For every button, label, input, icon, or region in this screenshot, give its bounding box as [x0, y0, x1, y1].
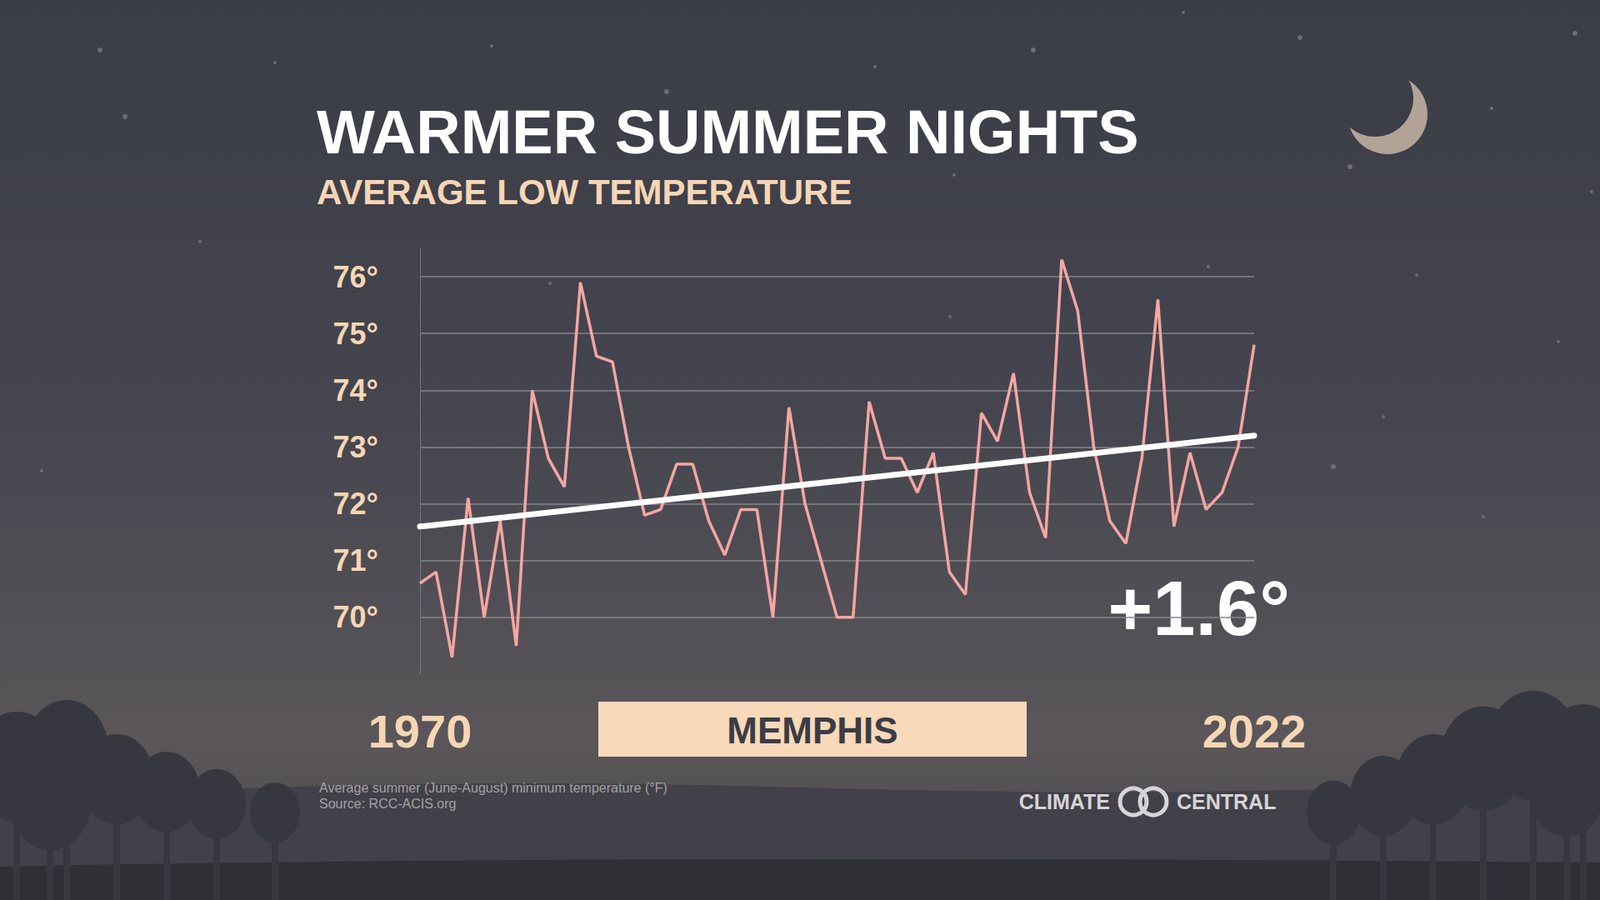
svg-text:MEMPHIS: MEMPHIS	[726, 710, 898, 751]
svg-text:71°: 71°	[333, 543, 379, 578]
svg-text:Source: RCC-ACIS.org: Source: RCC-ACIS.org	[319, 796, 457, 811]
svg-text:72°: 72°	[333, 486, 379, 521]
svg-text:75°: 75°	[333, 316, 379, 351]
svg-text:76°: 76°	[333, 260, 379, 295]
svg-text:74°: 74°	[333, 373, 379, 408]
svg-text:WARMER SUMMER NIGHTS: WARMER SUMMER NIGHTS	[316, 97, 1140, 167]
svg-text:1970: 1970	[368, 705, 473, 758]
svg-text:AVERAGE LOW TEMPERATURE: AVERAGE LOW TEMPERATURE	[316, 172, 852, 212]
svg-text:73°: 73°	[333, 430, 379, 465]
svg-text:CENTRAL: CENTRAL	[1176, 790, 1276, 814]
svg-text:2022: 2022	[1202, 705, 1307, 758]
svg-text:Average summer (June-August) m: Average summer (June-August) minimum tem…	[319, 780, 668, 795]
svg-text:70°: 70°	[333, 600, 379, 635]
svg-text:CLIMATE: CLIMATE	[1019, 790, 1110, 814]
svg-text:+1.6°: +1.6°	[1108, 565, 1290, 651]
